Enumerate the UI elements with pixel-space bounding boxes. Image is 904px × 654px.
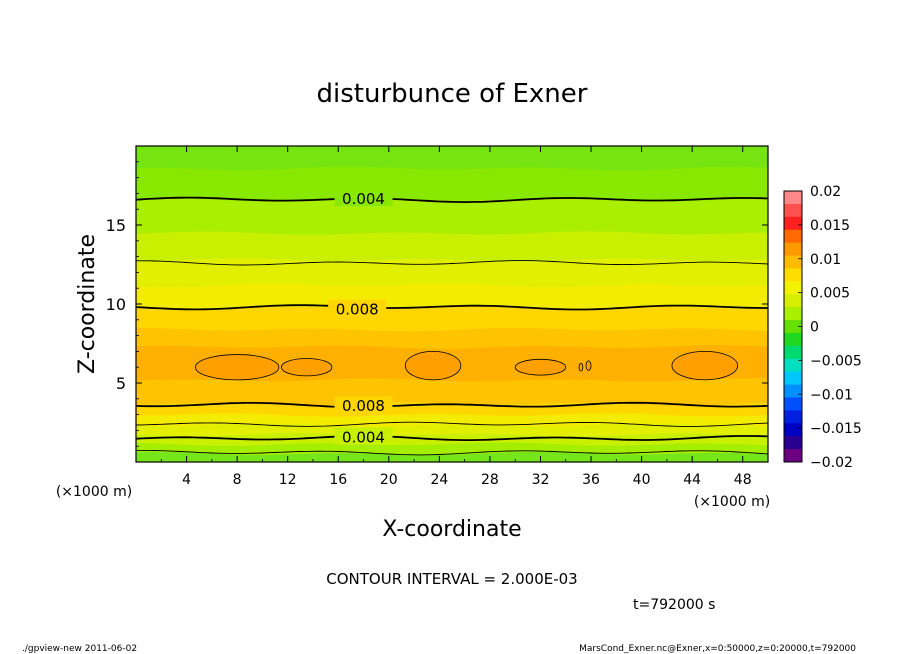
field-band xyxy=(135,145,769,171)
colorbar-swatch xyxy=(784,294,802,308)
contour-line xyxy=(136,260,769,266)
colorbar: 0.02 0.015 0.01 0.005 0 −0.005 −0.01 −0.015 −0.0… xyxy=(783,184,862,471)
x-unit-right: (×1000 m) xyxy=(694,494,770,510)
contour-cell xyxy=(195,354,280,381)
colorbar-swatch xyxy=(784,255,802,269)
colorbar-swatch xyxy=(784,345,802,360)
x-tick-label: 24 xyxy=(430,472,448,488)
x-tick-label: 36 xyxy=(582,472,600,488)
field-band xyxy=(135,197,769,235)
x-unit-left: (×1000 m) xyxy=(56,484,132,500)
y-tick-label: 10 xyxy=(106,295,126,314)
y-tick-label: 5 xyxy=(116,374,126,393)
contour-label-bg xyxy=(334,396,393,414)
contour-label-bg xyxy=(328,299,387,317)
colorbar-label: −0.01 xyxy=(810,387,853,403)
colorbar-label: 0 xyxy=(810,320,819,336)
contour-line xyxy=(135,304,768,311)
field-band xyxy=(135,257,769,288)
colorbar-swatch xyxy=(784,281,802,295)
field-band xyxy=(135,327,769,349)
contour-label: 0.008 xyxy=(336,301,379,319)
time-text: t=792000 s xyxy=(633,597,715,613)
colorbar-swatch xyxy=(784,449,802,463)
contour-cell xyxy=(585,360,592,371)
contour-label-bg xyxy=(334,189,393,207)
colorbar-swatch xyxy=(784,410,802,424)
colorbar-swatch xyxy=(784,320,802,334)
contour-line xyxy=(135,401,769,408)
field-band xyxy=(135,230,769,262)
contour-line xyxy=(135,421,769,427)
contour-line xyxy=(135,435,769,441)
x-tick-label: 20 xyxy=(380,472,398,488)
colorbar-swatch xyxy=(784,384,802,398)
contour-cell xyxy=(280,358,333,377)
contour-cell xyxy=(578,362,584,372)
contour-cell xyxy=(404,350,462,381)
colorbar-swatch xyxy=(784,268,802,282)
x-tick-label: 4 xyxy=(182,472,191,488)
colorbar-swatch xyxy=(784,436,802,450)
footer-left: ./gpview-new 2011-06-02 xyxy=(22,644,137,654)
colorbar-swatch xyxy=(784,423,802,437)
contour-cell xyxy=(671,350,739,381)
colorbar-swatch xyxy=(784,216,802,231)
x-tick-label: 28 xyxy=(481,472,499,488)
colorbar-label: 0.01 xyxy=(810,252,841,268)
colorbar-swatch xyxy=(784,397,802,411)
colorbar-swatch xyxy=(784,371,802,386)
x-tick-label: 40 xyxy=(633,472,651,488)
x-tick-label: 44 xyxy=(683,472,701,488)
colorbar-label: −0.005 xyxy=(810,353,862,369)
colorbar-swatch xyxy=(784,307,802,321)
colorbar-swatch xyxy=(784,332,802,347)
colorbar-swatch xyxy=(784,191,802,205)
field-band xyxy=(135,166,769,202)
colorbar-swatch xyxy=(784,203,802,218)
chart-title: disturbunce of Exner xyxy=(317,79,588,109)
x-tick-label: 32 xyxy=(532,472,550,488)
colorbar-label: −0.015 xyxy=(810,421,862,437)
y-tick-label: 15 xyxy=(106,216,126,235)
contour-line xyxy=(136,449,769,456)
contour-interval-text: CONTOUR INTERVAL = 2.000E-03 xyxy=(326,570,577,588)
colorbar-swatch xyxy=(784,229,802,244)
contour-cell xyxy=(514,358,567,376)
x-tick-label: 48 xyxy=(734,472,752,488)
colorbar-swatch xyxy=(784,358,802,373)
y-axis-label: Z-coordinate xyxy=(75,234,100,374)
contour-label: 0.004 xyxy=(342,429,385,447)
contour-label: 0.004 xyxy=(342,190,385,208)
x-tick-label: 16 xyxy=(329,472,347,488)
colorbar-label: 0.015 xyxy=(810,218,850,234)
contour-label: 0.008 xyxy=(342,397,385,415)
x-tick-label: 8 xyxy=(233,472,242,488)
colorbar-swatch xyxy=(784,242,802,257)
x-axis-label: X-coordinate xyxy=(382,517,521,542)
contour-label-bg xyxy=(334,427,393,445)
footer-right: MarsCond_Exner.nc@Exner,x=0:50000,z=0:20… xyxy=(579,644,856,654)
field-band xyxy=(135,377,769,406)
x-tick-label: 12 xyxy=(279,472,297,488)
colorbar-label: 0.005 xyxy=(810,286,850,302)
contour-line xyxy=(135,196,769,204)
colorbar-label: −0.02 xyxy=(810,455,853,471)
colorbar-label: 0.02 xyxy=(810,184,841,200)
